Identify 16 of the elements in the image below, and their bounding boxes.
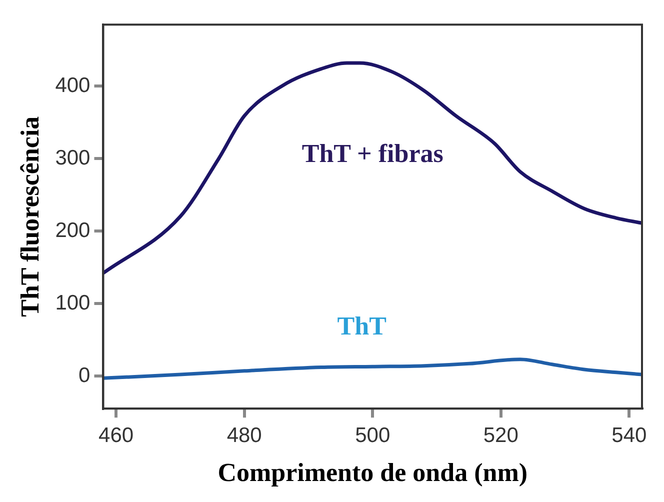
x-tick-label: 480 [226, 424, 262, 447]
x-axis-title: Comprimento de onda (nm) [218, 458, 528, 488]
x-tick-label: 500 [355, 424, 390, 447]
line-series [103, 61, 642, 275]
series-label: ThT + fibras [302, 138, 444, 168]
y-tick-label: 400 [55, 74, 90, 97]
y-tick-label: 100 [55, 291, 90, 314]
x-tick-label: 540 [612, 424, 647, 447]
y-tick-label: 300 [55, 146, 90, 170]
y-tick-label: 0 [78, 364, 90, 387]
line-series [103, 358, 642, 380]
x-tick-label: 520 [483, 424, 518, 447]
y-axis-title: ThT fluorescência [15, 116, 44, 317]
x-tick-label: 460 [98, 424, 134, 447]
y-tick-label: 200 [55, 218, 90, 242]
series-label: ThT [337, 312, 386, 341]
